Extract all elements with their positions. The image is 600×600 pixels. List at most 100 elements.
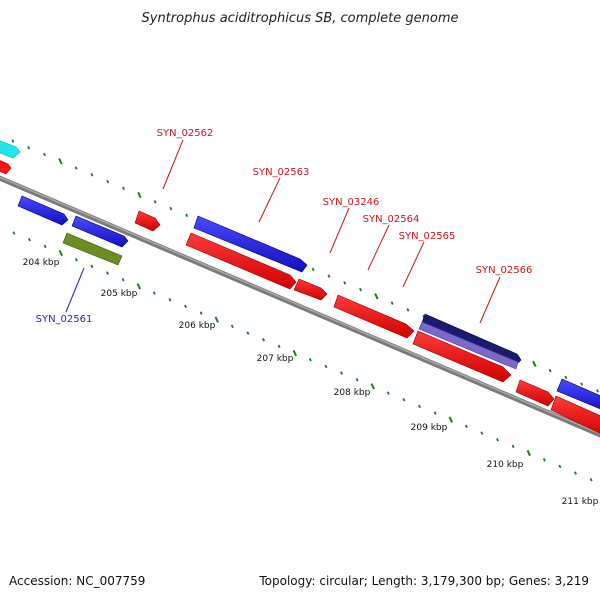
gene-arrow-red-edge[interactable] [0,156,12,175]
minor-tick [480,431,484,435]
gene-arrow-cyan[interactable] [0,137,21,159]
minor-tick [564,375,568,380]
gene-arrow-syn-02564[interactable] [333,294,415,339]
label-syn-02565[interactable]: SYN_02565 [399,231,456,242]
minor-tick [121,277,125,282]
lower-tick-row [12,231,593,482]
label-syn-02566[interactable]: SYN_02566 [476,265,533,276]
callout-syn-02564 [367,224,390,271]
gene-arrow-syn-03246[interactable] [293,278,328,301]
minor-tick [199,311,203,315]
genome-summary-text: Topology: circular; Length: 3,179,300 bp… [259,574,589,588]
gene-arrow-blue-2[interactable] [71,215,129,248]
callout-syn-02561 [65,267,85,313]
callout-syn-02565 [402,241,425,288]
minor-tick [153,200,157,204]
gene-arrow-blue-1[interactable] [17,195,69,226]
genome-backbone-highlight [0,176,600,435]
minor-tick [589,478,593,482]
callout-syn-02562 [162,139,184,190]
minor-tick [343,281,347,285]
major-tick [532,360,537,367]
minor-tick [402,397,406,402]
gene-labels: SYN_02562 SYN_02563 SYN_03246 SYN_02564 … [36,128,533,325]
callout-syn-03246 [329,207,350,254]
minor-tick [90,173,94,177]
minor-tick [386,391,390,395]
scale-label-210: 210 kbp [487,460,524,470]
minor-tick [12,231,16,235]
minor-tick [496,438,499,442]
gene-arrow-red-right-2[interactable] [550,395,600,438]
minor-tick [11,139,15,143]
minor-tick [327,274,331,278]
minor-tick [418,404,421,409]
minor-tick [90,264,94,269]
scale-label-206: 206 kbp [179,321,216,331]
minor-tick [168,297,172,302]
minor-tick [542,458,546,462]
label-syn-02562[interactable]: SYN_02562 [157,128,214,139]
callout-syn-02563 [258,177,281,223]
minor-tick [340,371,343,375]
minor-tick [169,206,173,211]
scale-labels: 204 kbp 205 kbp 206 kbp 207 kbp 208 kbp … [23,258,599,507]
minor-tick [580,382,584,386]
minor-tick [558,464,562,469]
major-tick [137,191,142,199]
label-syn-02564[interactable]: SYN_02564 [363,214,420,225]
major-tick [58,158,63,165]
label-syn-02561[interactable]: SYN_02561 [36,314,93,325]
minor-tick [596,389,599,393]
minor-tick [464,424,468,429]
minor-tick [324,364,328,369]
major-tick [448,416,453,423]
scale-label-207: 207 kbp [257,354,294,364]
gene-arrow-syn-02561[interactable] [62,232,123,266]
gene-arrow-blue-right[interactable] [556,378,600,413]
minor-tick [406,308,410,312]
minor-tick [106,179,110,184]
gene-arrow-syn-02563[interactable] [193,215,308,273]
minor-tick [308,357,312,362]
scale-label-205: 205 kbp [101,289,138,299]
scale-label-209: 209 kbp [411,423,448,433]
scale-label-211: 211 kbp [562,497,599,507]
major-tick [292,349,297,357]
minor-tick [262,337,265,342]
minor-tick [152,291,156,295]
minor-tick [106,271,109,275]
gene-arrow-syn-02562[interactable] [134,210,161,232]
minor-tick [511,444,515,449]
minor-tick [74,257,78,262]
major-tick [374,293,379,300]
minor-tick [185,213,189,218]
gene-arrow-syn-02565[interactable] [412,330,512,383]
gene-features [0,137,600,438]
major-tick [58,249,63,257]
minor-tick [27,146,31,150]
label-syn-03246[interactable]: SYN_03246 [323,197,380,208]
minor-tick [390,301,394,305]
minor-tick [355,377,359,382]
label-syn-02563[interactable]: SYN_02563 [253,167,310,178]
gene-arrow-red-long[interactable] [185,232,297,290]
gene-arrow-red-right-1[interactable] [515,379,555,407]
minor-tick [74,166,78,170]
minor-tick [433,411,437,415]
major-tick [526,449,531,457]
gene-arrow-purple[interactable] [418,321,519,370]
minor-tick [43,244,47,249]
major-tick [370,383,375,390]
minor-tick [548,368,552,373]
major-tick [214,316,219,323]
callout-lines [65,139,501,324]
minor-tick [43,152,46,157]
scale-label-204: 204 kbp [23,258,60,268]
scale-label-208: 208 kbp [334,388,371,398]
minor-tick [277,344,281,349]
accession-text: Accession: NC_007759 [9,574,146,588]
minor-tick [122,186,125,191]
minor-tick [184,304,187,309]
